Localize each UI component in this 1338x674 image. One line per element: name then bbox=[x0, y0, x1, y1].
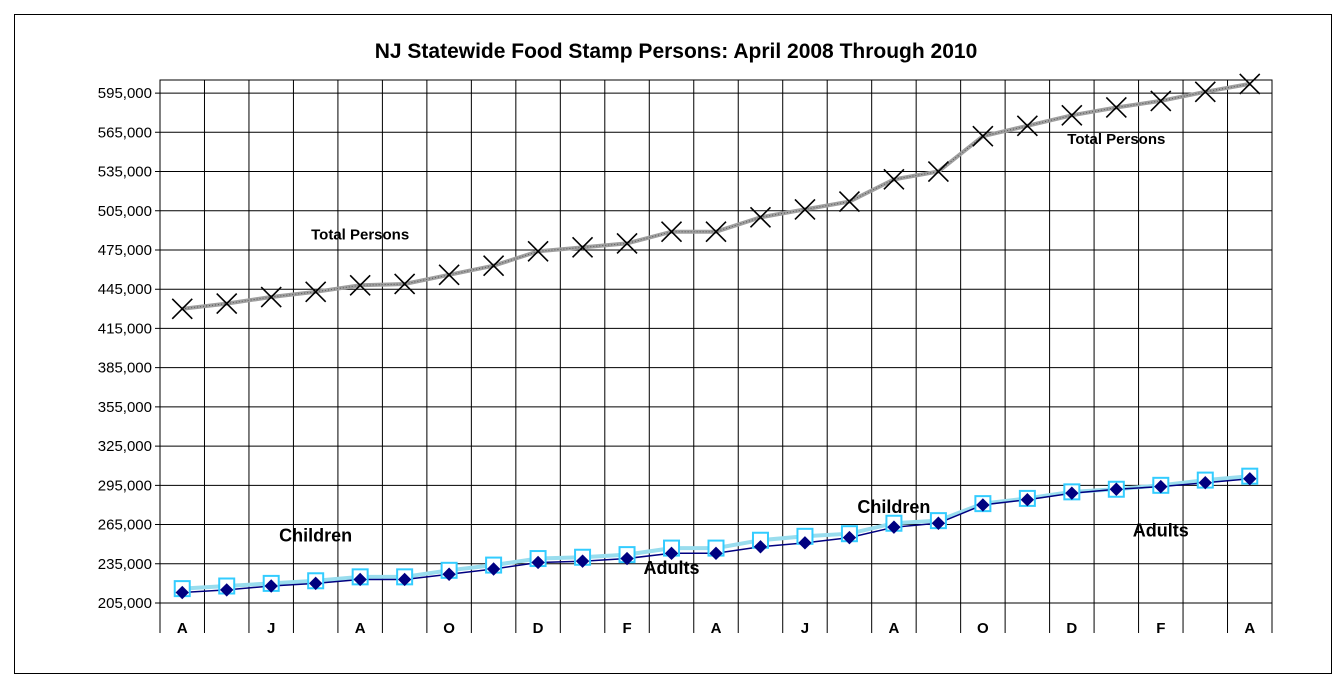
chart-title: NJ Statewide Food Stamp Persons: April 2… bbox=[375, 40, 978, 63]
total-persons-point bbox=[749, 206, 772, 228]
adults-point bbox=[931, 516, 946, 530]
food-stamp-line-chart: NJ Statewide Food Stamp Persons: April 2… bbox=[98, 40, 1273, 637]
y-tick-label: 595,000 bbox=[98, 85, 152, 102]
total-persons-point bbox=[438, 264, 460, 286]
x-tick-label: D bbox=[1066, 620, 1077, 637]
total-persons-point bbox=[216, 293, 238, 315]
x-tick-label: A bbox=[888, 620, 899, 637]
y-tick-label: 535,000 bbox=[98, 164, 152, 181]
x-tick-label: A bbox=[711, 620, 722, 637]
y-tick-label: 385,000 bbox=[98, 360, 152, 377]
x-tick-label: J bbox=[801, 620, 809, 637]
adults-point bbox=[264, 579, 278, 593]
y-tick-label: 265,000 bbox=[98, 517, 152, 534]
adults-point bbox=[753, 540, 768, 554]
x-tick-label: D bbox=[533, 620, 544, 637]
total-persons-point bbox=[972, 125, 994, 147]
adults-point bbox=[1243, 472, 1257, 486]
y-tick-label: 235,000 bbox=[98, 556, 152, 573]
y-tick-label: 565,000 bbox=[98, 124, 152, 141]
series-annotation: Children bbox=[279, 526, 352, 546]
total-persons-point bbox=[527, 240, 549, 262]
total-persons-point bbox=[171, 298, 193, 320]
annotations-layer: Total Persons Total Persons Children Childr… bbox=[279, 131, 1189, 578]
total-persons-point bbox=[571, 236, 594, 258]
adults-point bbox=[442, 567, 456, 581]
grid-lines bbox=[155, 79, 1273, 633]
y-axis-ticks: 205,000 235,000 265,000 295,000 325,000 355,0… bbox=[98, 85, 152, 612]
adults-point bbox=[531, 555, 545, 570]
y-tick-label: 295,000 bbox=[98, 477, 152, 494]
adults-point bbox=[709, 546, 723, 561]
x-tick-label: O bbox=[977, 620, 989, 637]
series-layer bbox=[171, 73, 1261, 600]
x-tick-label: F bbox=[622, 620, 631, 637]
y-tick-label: 505,000 bbox=[98, 203, 152, 220]
adults-point bbox=[1198, 476, 1212, 490]
adults-point bbox=[620, 551, 634, 566]
adults-point bbox=[842, 530, 857, 545]
total-persons-point bbox=[616, 232, 638, 255]
adults-point bbox=[664, 546, 679, 561]
total-persons-point bbox=[260, 286, 282, 308]
adults-point bbox=[486, 562, 501, 576]
adults-point bbox=[1154, 479, 1168, 494]
y-tick-label: 205,000 bbox=[98, 595, 152, 612]
adults-point bbox=[976, 498, 990, 512]
x-tick-label: J bbox=[267, 620, 275, 637]
x-tick-label: A bbox=[177, 620, 188, 637]
total-persons-point bbox=[705, 221, 727, 243]
total-persons-point bbox=[838, 191, 861, 213]
total-persons-point bbox=[1061, 104, 1083, 126]
total-persons-point bbox=[483, 255, 505, 277]
series-annotation: Adults bbox=[644, 558, 700, 578]
adults-point bbox=[175, 585, 189, 600]
adults-point bbox=[798, 536, 812, 550]
series-annotation: Adults bbox=[1133, 520, 1189, 540]
adults-point bbox=[575, 554, 590, 568]
adults-point bbox=[1109, 482, 1124, 496]
adults-point bbox=[397, 572, 412, 587]
total-persons-line-texture bbox=[182, 83, 1250, 310]
adults-point bbox=[887, 520, 901, 534]
series-annotation: Total Persons bbox=[311, 227, 409, 244]
total-persons-point bbox=[394, 273, 416, 295]
adults-point bbox=[1065, 486, 1079, 500]
total-persons-point bbox=[1150, 90, 1172, 112]
total-persons-point bbox=[794, 198, 816, 221]
x-tick-label: F bbox=[1156, 620, 1165, 637]
total-persons-point bbox=[1239, 73, 1261, 95]
total-persons-point bbox=[660, 221, 683, 243]
adults-point bbox=[308, 576, 323, 591]
adults-point bbox=[220, 583, 234, 597]
total-persons-point bbox=[883, 168, 905, 190]
y-tick-label: 415,000 bbox=[98, 320, 152, 337]
total-persons-point bbox=[1194, 81, 1216, 103]
total-persons-point bbox=[305, 281, 327, 303]
series-annotation: Children bbox=[857, 497, 930, 517]
y-tick-label: 445,000 bbox=[98, 281, 152, 298]
x-tick-label: O bbox=[443, 620, 455, 637]
total-persons-point bbox=[927, 160, 949, 183]
y-tick-label: 355,000 bbox=[98, 399, 152, 416]
total-persons-point bbox=[349, 274, 371, 296]
total-persons-point bbox=[1105, 96, 1127, 119]
total-persons-line bbox=[181, 81, 1251, 311]
y-tick-label: 475,000 bbox=[98, 242, 152, 259]
x-tick-label: A bbox=[1244, 620, 1255, 637]
series-annotation: Total Persons bbox=[1067, 131, 1165, 148]
adults-point bbox=[353, 572, 367, 587]
y-tick-label: 325,000 bbox=[98, 438, 152, 455]
total-persons-point bbox=[1016, 115, 1038, 137]
x-tick-label: A bbox=[355, 620, 366, 637]
adults-point bbox=[1020, 492, 1035, 507]
